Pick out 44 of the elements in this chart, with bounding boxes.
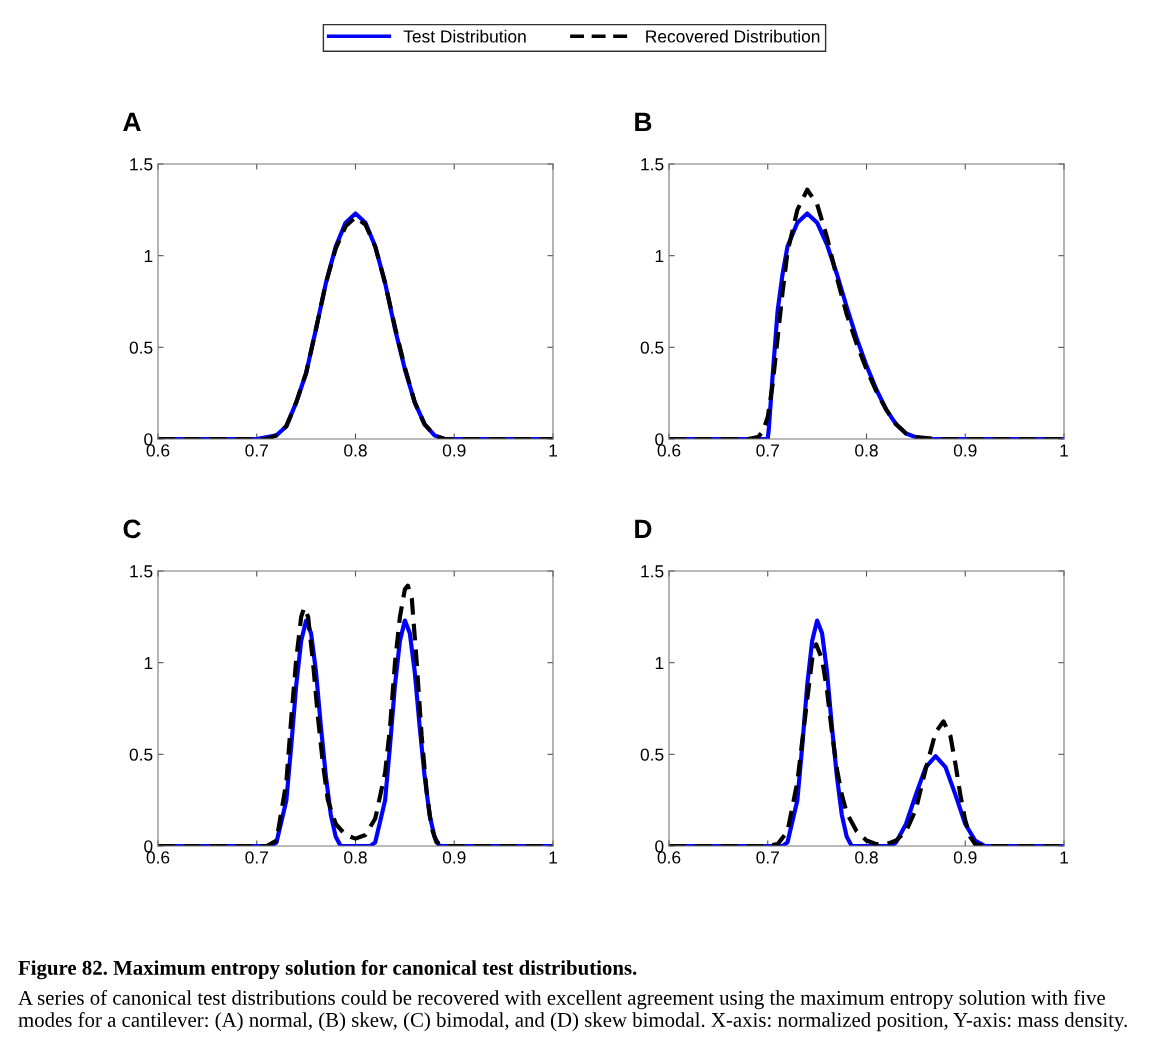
legend-label: Test Distribution — [403, 29, 526, 43]
y-tick-label: 1 — [655, 657, 664, 669]
x-tick-label: 0.7 — [756, 444, 779, 457]
x-tick-label: 0.8 — [855, 851, 878, 864]
x-tick-label: 1 — [1060, 444, 1068, 457]
y-tick-label: 1.5 — [130, 158, 153, 171]
caption: Figure 82. Maximum entropy solution for canonical test distributions. — [18, 960, 637, 980]
chart-title: A — [123, 112, 141, 132]
y-tick-label: 0.5 — [129, 341, 153, 354]
x-tick-label: 0.8 — [855, 444, 878, 457]
y-tick-label: 0.5 — [129, 748, 153, 761]
x-tick-label: 0.6 — [146, 444, 170, 457]
y-tick-label: 0.5 — [640, 341, 664, 354]
chart-title: C — [123, 519, 141, 539]
x-tick-label: 0.6 — [657, 444, 681, 457]
x-tick-label: 0.9 — [953, 851, 977, 864]
x-tick-label: 0.8 — [344, 444, 367, 457]
text: A series of canonical test distributions could be recovered with excellent agreement using the maximum entropy solution with five modes for a cantilever: (A) normal, (B) skew, (C) bimodal, and (D) skew bimodal. X-axis: normalized position, Y-axis: mass density. — [18, 990, 1127, 1032]
x-tick-label: 0.9 — [442, 444, 466, 457]
chart-title: B — [635, 112, 652, 132]
x-tick-label: 0.7 — [245, 444, 268, 457]
y-tick-label: 0 — [655, 840, 664, 853]
x-tick-label: 0.7 — [245, 851, 268, 864]
y-tick-label: 1.5 — [130, 565, 153, 578]
y-tick-label: 0.5 — [640, 748, 664, 761]
x-tick-label: 1 — [1060, 851, 1068, 864]
y-tick-label: 0 — [144, 840, 153, 853]
y-tick-label: 0 — [655, 433, 664, 446]
y-tick-label: 0 — [144, 433, 153, 446]
y-tick-label: 1.5 — [641, 158, 664, 171]
x-tick-label: 1 — [549, 851, 557, 864]
x-tick-label: 0.6 — [657, 851, 681, 864]
legend-label: Recovered Distribution — [646, 29, 820, 43]
y-tick-label: 1.5 — [641, 565, 664, 578]
x-tick-label: 0.8 — [344, 851, 367, 864]
x-tick-label: 0.9 — [953, 444, 977, 457]
x-tick-label: 0.9 — [442, 851, 466, 864]
chart-title: D — [635, 519, 652, 539]
x-tick-label: 1 — [549, 444, 557, 457]
y-tick-label: 1 — [655, 250, 664, 262]
y-tick-label: 1 — [144, 250, 153, 262]
y-tick-label: 1 — [144, 657, 153, 669]
x-tick-label: 0.6 — [146, 851, 170, 864]
x-tick-label: 0.7 — [756, 851, 779, 864]
